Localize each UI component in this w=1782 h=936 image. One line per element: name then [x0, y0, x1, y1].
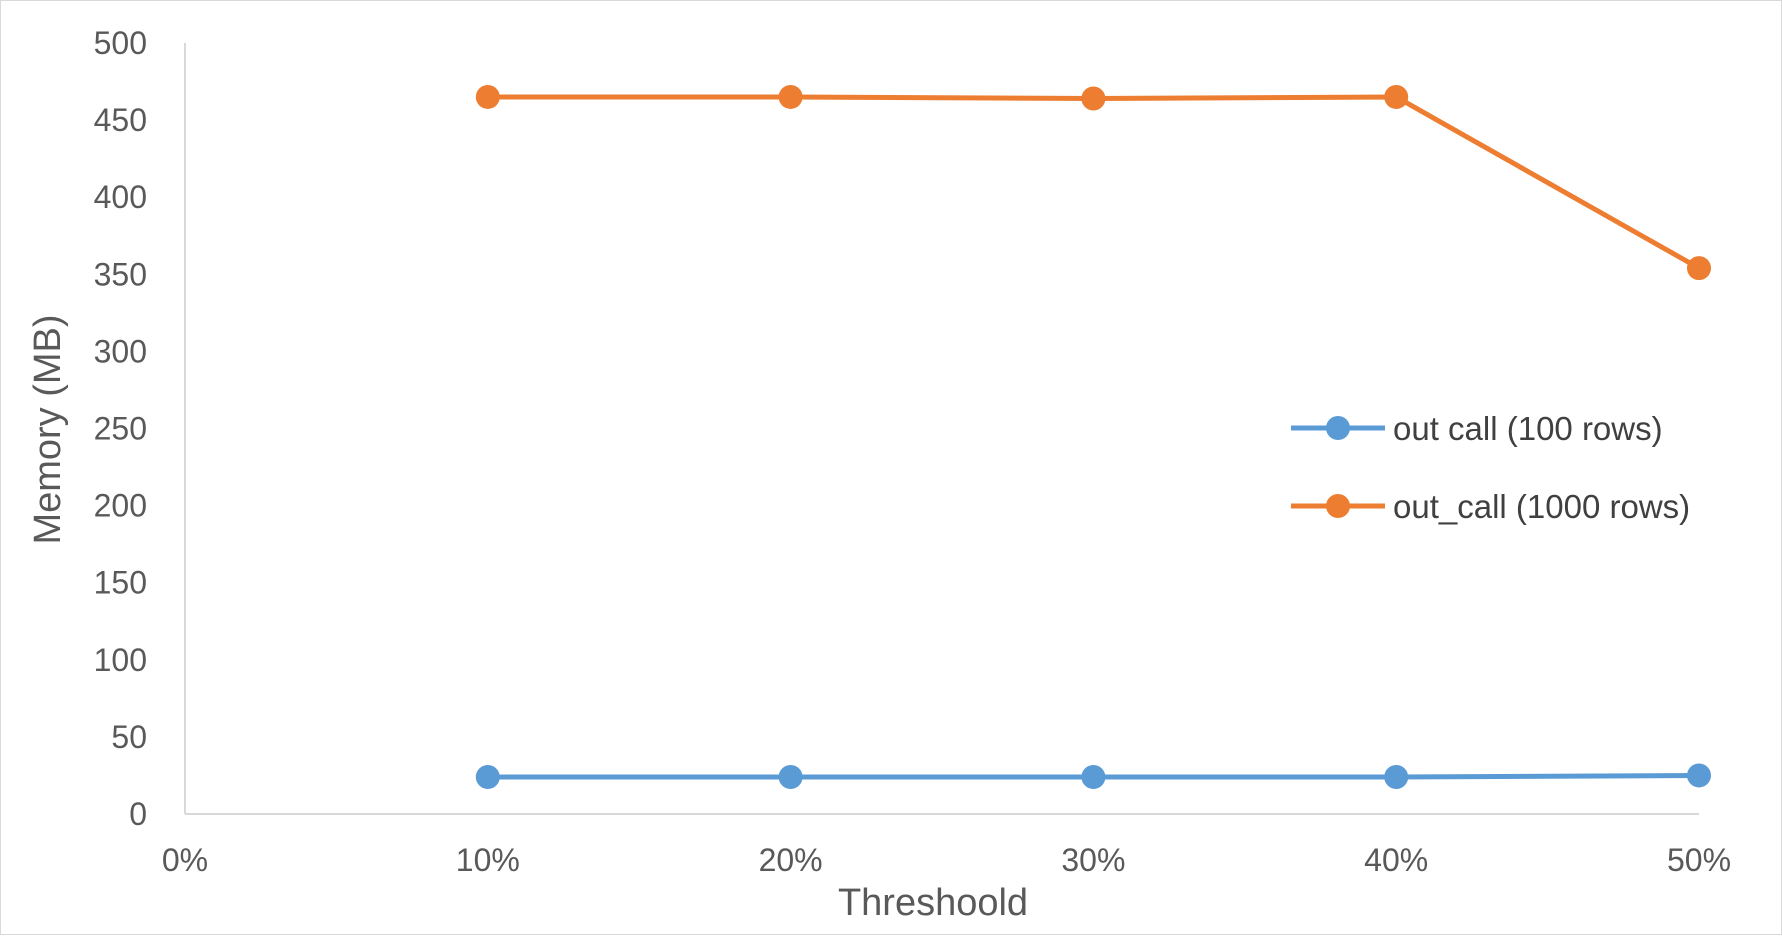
series-0-point [475, 764, 500, 789]
y-tick-label: 300 [94, 333, 147, 369]
series-layer [475, 84, 1711, 789]
legend-marker-0 [1326, 416, 1350, 440]
y-tick-label: 0 [129, 796, 147, 832]
series-1-point [778, 84, 803, 109]
x-axis-title: Threshoold [838, 882, 1028, 924]
y-tick-label: 200 [94, 488, 147, 524]
y-tick-label: 50 [111, 719, 147, 755]
y-axis-tick-labels: 0 50 100 150 200 250 300 350 400 450 500 [94, 25, 147, 832]
x-axis-tick-labels: 0% 10% 20% 30% 40% 50% [162, 842, 1731, 878]
x-tick-label: 0% [162, 842, 208, 878]
legend: out call (100 rows) out_call (1000 rows) [1291, 410, 1690, 525]
y-tick-label: 400 [94, 179, 147, 215]
legend-label-1: out_call (1000 rows) [1393, 488, 1690, 525]
x-tick-label: 20% [759, 842, 823, 878]
series-0-point [1081, 764, 1106, 789]
y-tick-label: 350 [94, 256, 147, 292]
series-0-point [778, 764, 803, 789]
x-tick-label: 50% [1667, 842, 1731, 878]
y-axis-title: Memory (MB) [27, 314, 69, 544]
y-tick-label: 100 [94, 642, 147, 678]
y-tick-label: 150 [94, 565, 147, 601]
legend-label-0: out call (100 rows) [1393, 410, 1663, 447]
series-0-point [1687, 763, 1711, 788]
y-tick-label: 450 [94, 102, 147, 138]
series-1-point [1384, 84, 1409, 109]
x-tick-label: 10% [456, 842, 520, 878]
series-1-point [1081, 86, 1106, 111]
y-tick-label: 250 [94, 411, 147, 447]
series-line-1 [487, 94, 1701, 271]
y-tick-label: 500 [94, 25, 147, 61]
x-tick-label: 40% [1364, 842, 1428, 878]
x-tick-label: 30% [1061, 842, 1125, 878]
legend-marker-1 [1326, 494, 1350, 518]
series-0-point [1384, 764, 1409, 789]
series-1-point [475, 84, 500, 109]
series-1-point [1687, 256, 1711, 281]
